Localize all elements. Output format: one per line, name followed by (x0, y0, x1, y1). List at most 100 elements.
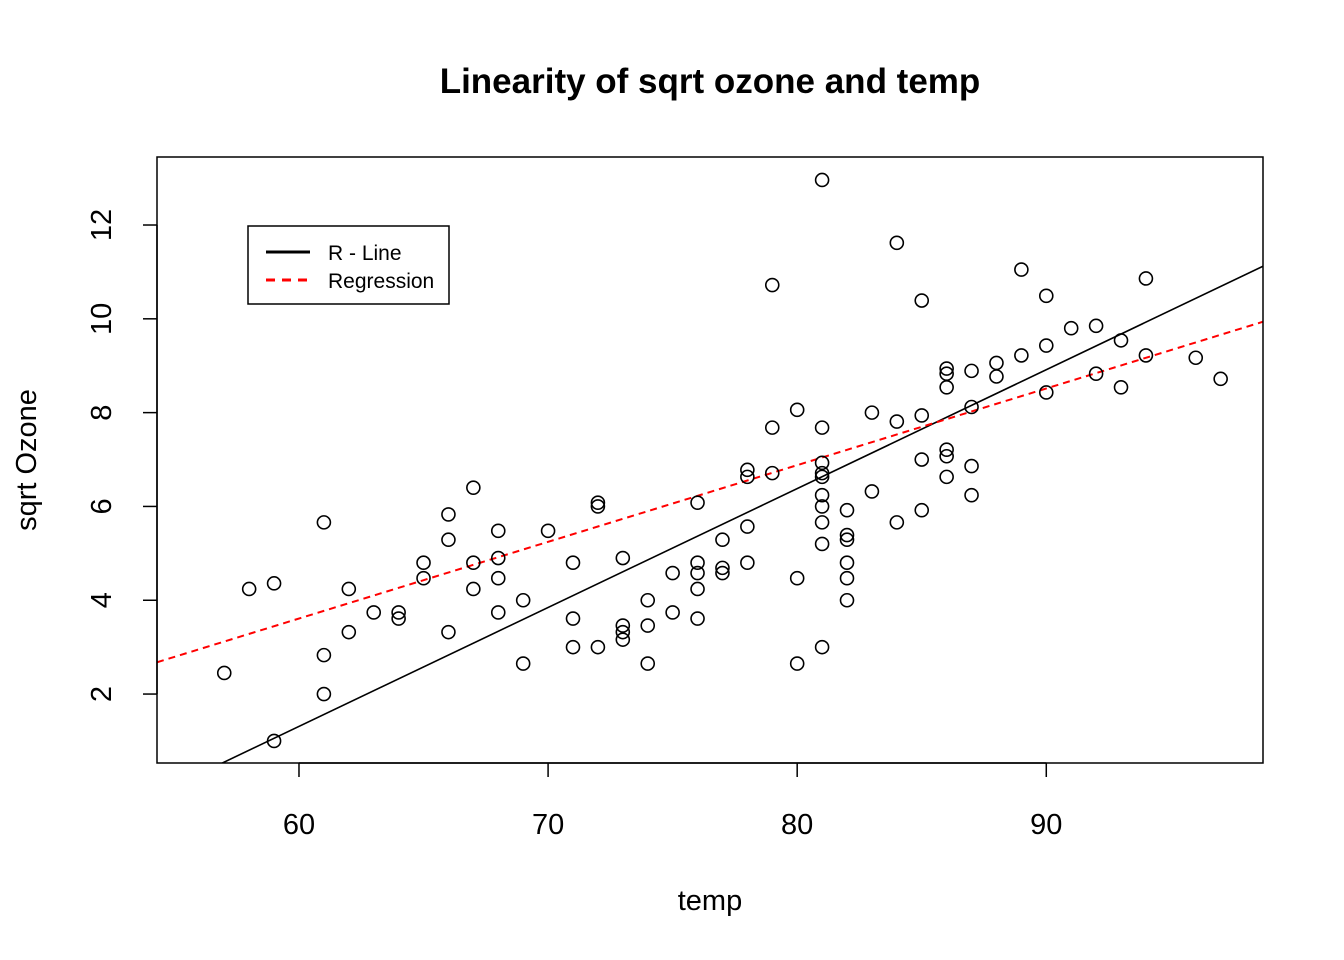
data-point (1063, 320, 1079, 336)
data-point (1188, 350, 1204, 366)
data-point (789, 570, 805, 586)
data-point (266, 733, 282, 749)
data-point (1213, 371, 1228, 387)
data-point (216, 665, 232, 681)
data-point (939, 469, 954, 485)
data-point (839, 592, 855, 608)
y-axis-label: sqrt Ozone (11, 389, 43, 531)
data-point (441, 624, 456, 640)
data-point (590, 495, 606, 510)
data-point (889, 235, 905, 251)
data-point (266, 576, 282, 591)
data-point (715, 532, 730, 548)
data-point (964, 363, 979, 379)
data-point (740, 462, 755, 478)
data-point (665, 605, 680, 620)
data-point (814, 172, 830, 188)
data-point (490, 605, 506, 620)
data-point (1088, 318, 1104, 334)
data-point (690, 581, 705, 597)
data-point (540, 523, 556, 539)
data-point (839, 527, 855, 543)
y-tick-label: 2 (86, 686, 118, 702)
data-point (914, 452, 930, 467)
data-point (964, 399, 979, 415)
data-point (964, 487, 979, 503)
data-point (789, 402, 805, 418)
x-axis: 60 70 80 90 (283, 762, 1062, 841)
data-point (241, 581, 257, 597)
y-axis: 2 4 6 8 10 12 (86, 209, 158, 702)
x-axis-label: temp (678, 885, 742, 917)
data-point (690, 611, 705, 626)
y-tick-label: 12 (86, 209, 118, 241)
data-point (316, 515, 332, 530)
data-point (764, 420, 780, 435)
data-point (590, 499, 606, 514)
data-point (1113, 333, 1129, 348)
data-point (490, 550, 506, 566)
data-point (366, 605, 382, 620)
data-point (864, 484, 880, 499)
data-point (690, 495, 705, 510)
data-point (740, 519, 755, 534)
x-tick-label: 80 (781, 809, 813, 841)
data-point (1038, 338, 1054, 353)
data-point (466, 581, 481, 597)
data-point (1014, 348, 1029, 363)
data-point (441, 507, 456, 522)
data-point (441, 532, 456, 548)
data-point (565, 639, 581, 655)
data-point (1038, 385, 1054, 400)
data-point (590, 639, 606, 655)
data-point (1088, 366, 1104, 381)
data-point (490, 523, 506, 539)
data-point (889, 414, 905, 429)
data-point (814, 487, 830, 503)
data-point (1014, 262, 1029, 277)
data-point (416, 570, 431, 586)
data-point (814, 515, 830, 530)
data-point (466, 555, 481, 571)
data-point (341, 624, 357, 640)
fit-lines (157, 265, 1263, 763)
data-point (1038, 288, 1054, 304)
data-point (814, 469, 830, 485)
y-tick-label: 10 (86, 303, 118, 335)
data-point (690, 565, 705, 581)
data-point (939, 361, 954, 376)
data-point (316, 686, 332, 702)
y-tick-label: 8 (86, 405, 118, 421)
data-point (939, 448, 954, 464)
data-point (640, 656, 656, 671)
data-point (565, 555, 581, 571)
data-point (740, 469, 755, 485)
x-tick-label: 70 (532, 809, 564, 841)
data-points (216, 172, 1228, 749)
data-point (640, 618, 656, 633)
data-point (814, 455, 830, 471)
data-point (814, 536, 830, 552)
legend-regression-label: Regression (328, 270, 434, 293)
data-point (1138, 271, 1154, 286)
data-point (316, 647, 332, 663)
plot-area (156, 156, 1264, 764)
data-point (715, 565, 730, 581)
data-point (640, 592, 656, 608)
data-point (989, 355, 1004, 371)
data-point (740, 555, 755, 571)
data-point (665, 565, 680, 581)
data-point (391, 605, 406, 620)
data-point (1113, 379, 1129, 395)
x-tick-label: 60 (283, 809, 315, 841)
data-point (715, 560, 730, 576)
data-point (764, 465, 780, 481)
data-point (814, 465, 830, 481)
data-point (615, 550, 631, 566)
data-point (690, 555, 705, 571)
legend-r-line-label: R - Line (328, 242, 402, 265)
data-point (789, 656, 805, 671)
data-point (1138, 348, 1154, 363)
data-point (914, 408, 930, 423)
